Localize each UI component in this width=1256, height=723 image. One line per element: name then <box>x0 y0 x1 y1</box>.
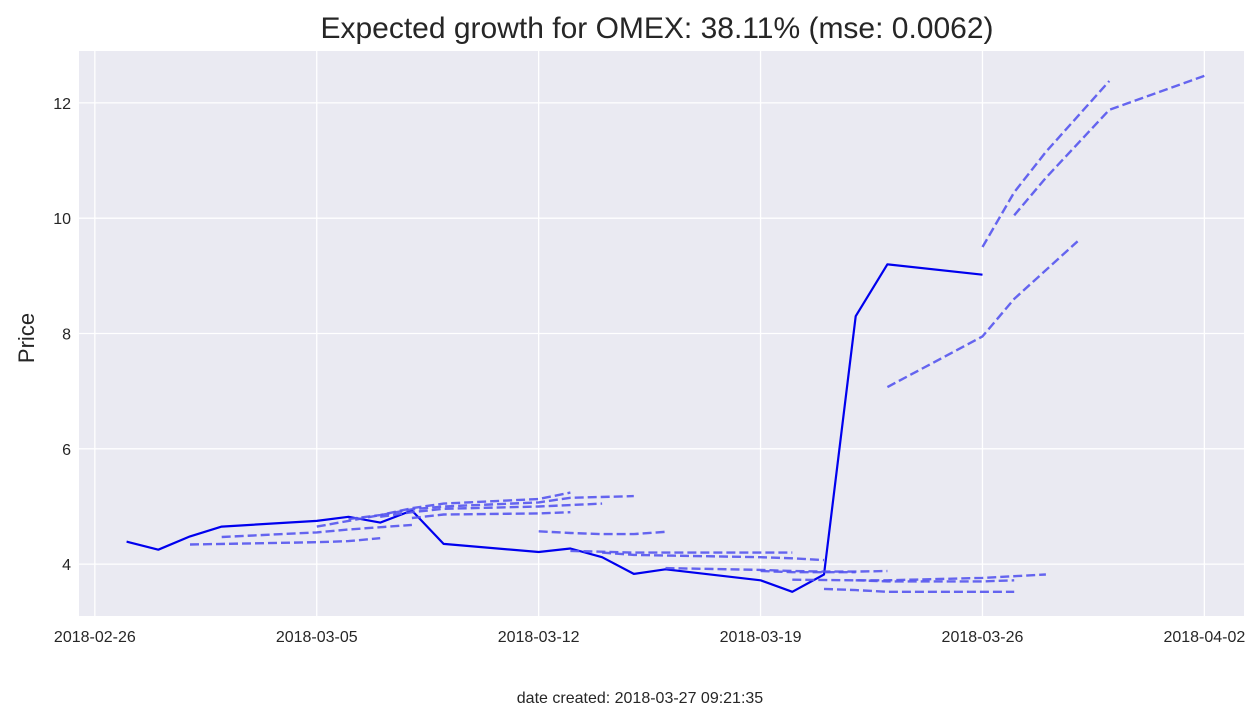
y-tick-label: 6 <box>62 442 71 459</box>
grid-lines <box>79 51 1244 616</box>
x-tick-label: 2018-02-26 <box>54 629 136 646</box>
forecast-line <box>1013 74 1205 217</box>
x-tick-label: 2018-03-19 <box>720 629 802 646</box>
x-tick-label: 2018-03-05 <box>276 629 358 646</box>
forecast-line <box>411 511 571 520</box>
y-tick-label: 12 <box>53 96 71 113</box>
y-tick-label: 10 <box>53 211 71 228</box>
forecast-line <box>221 523 412 539</box>
forecast-line <box>380 502 603 518</box>
series-lines <box>126 74 1205 593</box>
forecast-line <box>348 491 571 521</box>
price-line <box>126 263 983 593</box>
forecast-line <box>981 80 1111 248</box>
forecast-line <box>316 494 634 528</box>
date-created-footer: date created: 2018-03-27 09:21:35 <box>517 690 764 707</box>
x-tick-label: 2018-03-26 <box>942 629 1024 646</box>
forecast-line <box>665 566 888 573</box>
forecast-line <box>823 587 1015 593</box>
forecast-line <box>855 579 1015 583</box>
y-tick-label: 8 <box>62 327 71 344</box>
y-axis-label: Price <box>14 313 39 363</box>
y-axis-ticks: 4 6 8 10 12 <box>53 96 71 574</box>
forecast-line <box>602 551 825 562</box>
x-axis-ticks: 2018-02-26 2018-03-05 2018-03-12 2018-03-19… <box>54 629 1245 646</box>
x-tick-label: 2018-03-12 <box>498 629 580 646</box>
x-tick-label: 2018-04-02 <box>1163 629 1245 646</box>
forecast-line <box>189 537 381 546</box>
forecast-line <box>538 530 666 536</box>
y-tick-label: 4 <box>62 557 71 574</box>
chart-title: Expected growth for OMEX: 38.11% (mse: 0… <box>320 12 993 45</box>
forecast-line <box>760 569 856 574</box>
forecast-line <box>570 549 793 554</box>
forecast-line <box>886 240 1079 389</box>
